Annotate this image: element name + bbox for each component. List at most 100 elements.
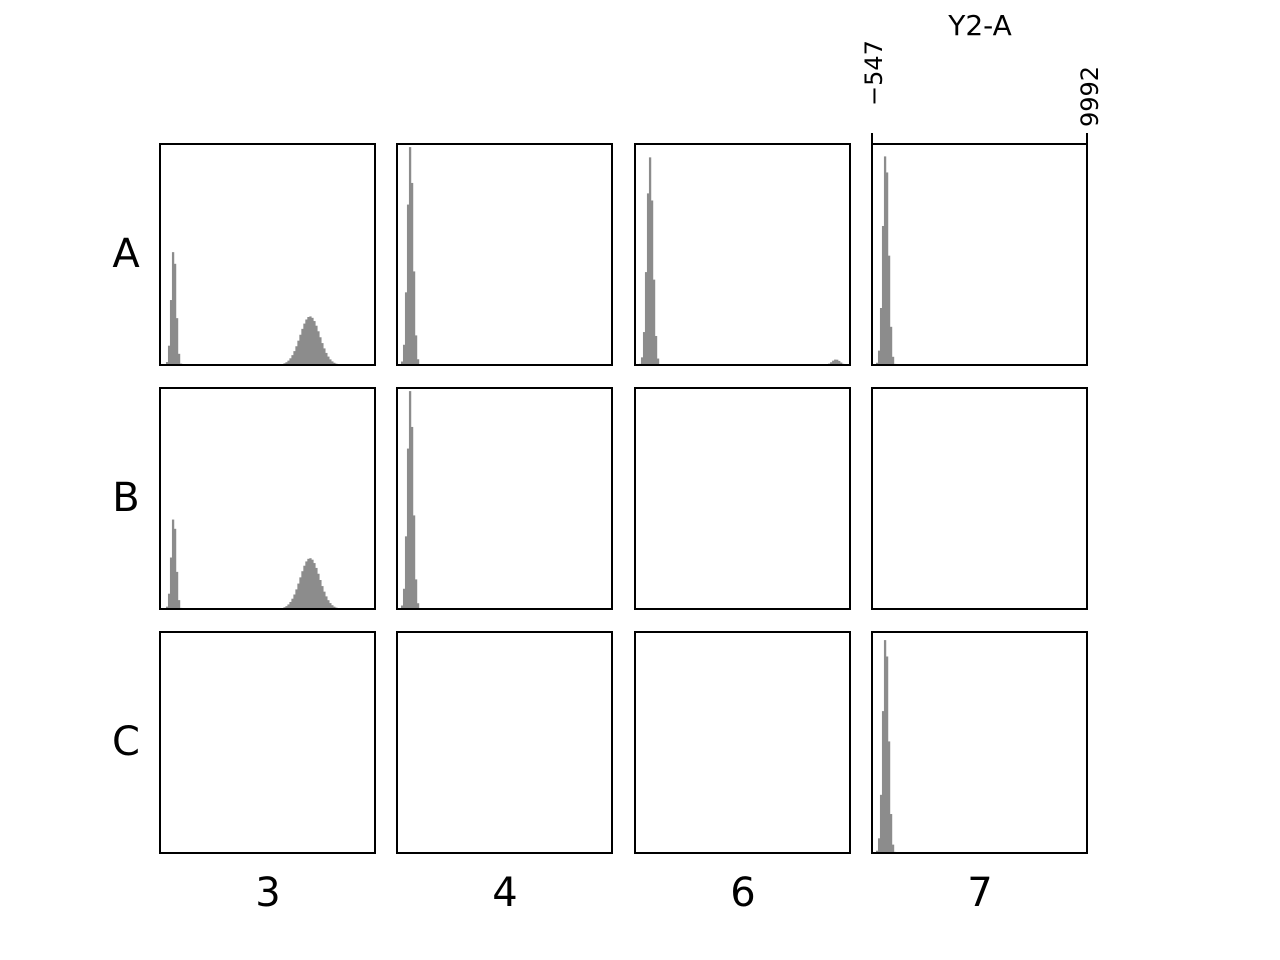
histogram-bar xyxy=(406,448,410,609)
histogram-bar xyxy=(323,591,326,609)
histogram-bar xyxy=(883,640,887,853)
labels-layer: Y2-A −547 9992 A B C 3 4 6 7 xyxy=(112,9,1104,916)
histogram-bar xyxy=(414,335,418,365)
histogram-bar xyxy=(400,605,404,609)
histogram-bar xyxy=(416,603,420,609)
histogram-bar xyxy=(295,346,298,365)
histogram-bar xyxy=(891,844,895,853)
histogram-bar xyxy=(287,360,290,365)
histogram-bar xyxy=(877,350,881,365)
histogram-bar xyxy=(299,577,302,609)
histogram-bar xyxy=(313,321,316,365)
histogram-bar xyxy=(402,588,406,609)
histogram-bar xyxy=(642,332,646,365)
histogram-bar xyxy=(173,263,177,365)
panel-b-6 xyxy=(634,387,851,610)
histogram-bar xyxy=(333,362,336,365)
panel-frame xyxy=(871,631,1088,854)
histogram-bar xyxy=(885,172,889,365)
histogram-bar xyxy=(319,337,322,365)
histogram-bar xyxy=(885,656,889,853)
histogram-bar xyxy=(321,586,324,609)
histogram-bar xyxy=(889,814,893,853)
panel-frame xyxy=(871,387,1088,610)
histogram-bar xyxy=(652,279,656,365)
histogram-bar xyxy=(167,593,171,609)
x-range-min-label: −547 xyxy=(860,40,888,106)
histogram-bar xyxy=(305,561,308,609)
histogram-bar xyxy=(408,147,412,365)
histogram-bar xyxy=(177,353,181,365)
histogram-bar xyxy=(408,391,412,609)
row-label-b: B xyxy=(112,475,139,521)
histogram-bar xyxy=(400,361,404,365)
histogram-bar xyxy=(287,604,290,609)
panel-frame xyxy=(634,387,851,610)
x-range-max-label: 9992 xyxy=(1076,66,1104,127)
panel-c-6 xyxy=(634,631,851,854)
histogram-bar xyxy=(412,515,416,609)
histogram-bar xyxy=(175,318,179,365)
histogram-bar xyxy=(301,328,304,365)
histogram-bar xyxy=(325,596,328,609)
histogram-bar xyxy=(331,361,334,365)
histogram-bar xyxy=(165,362,169,365)
panels-layer xyxy=(159,143,1088,854)
histogram-bar xyxy=(293,351,296,365)
histogram-bar xyxy=(301,571,304,609)
histogram-bar xyxy=(285,362,288,365)
histogram-bar xyxy=(416,359,420,365)
row-label-c: C xyxy=(112,719,140,765)
histogram-bar xyxy=(333,606,336,609)
panel-a-3 xyxy=(159,143,376,366)
panel-frame xyxy=(159,631,376,854)
histogram-bar xyxy=(317,573,320,609)
panel-frame xyxy=(871,143,1088,366)
histogram-bar xyxy=(881,711,885,853)
histogram-bar xyxy=(832,360,835,365)
histogram-bar xyxy=(836,359,839,365)
histogram-bar xyxy=(167,345,171,365)
panel-frame xyxy=(396,143,613,366)
histogram-bar xyxy=(640,357,644,365)
histogram-bar xyxy=(307,317,310,365)
column-label-4: 4 xyxy=(492,870,517,916)
histogram-bar xyxy=(830,362,833,365)
histogram-bar xyxy=(307,558,310,609)
histogram-bar xyxy=(329,603,332,609)
histogram-bar xyxy=(402,344,406,365)
panel-c-7 xyxy=(871,631,1088,854)
x-range-ticks xyxy=(871,133,1088,144)
panel-a-6 xyxy=(634,143,851,366)
histogram-bar xyxy=(165,606,169,609)
histogram-bar xyxy=(889,326,893,365)
histogram-bar xyxy=(311,317,314,365)
panel-a-4 xyxy=(396,143,613,366)
histogram-bar xyxy=(171,519,175,609)
histogram-bar xyxy=(305,319,308,365)
histogram-bar xyxy=(173,528,177,609)
histogram-bar xyxy=(169,557,173,609)
panel-frame xyxy=(159,143,376,366)
histogram-bar xyxy=(309,316,312,365)
histogram-bar xyxy=(325,352,328,365)
histogram-bar xyxy=(877,838,881,853)
histogram-bar xyxy=(327,356,330,365)
histogram-bar xyxy=(331,605,334,609)
axis-title: Y2-A xyxy=(947,9,1012,42)
histogram-bar xyxy=(891,356,895,365)
panel-frame xyxy=(396,387,613,610)
histogram-bar xyxy=(879,308,883,365)
column-label-3: 3 xyxy=(255,870,280,916)
histogram-bar xyxy=(840,362,843,365)
histogram-bar xyxy=(285,606,288,609)
histogram-bar xyxy=(412,271,416,365)
histogram-bar xyxy=(410,426,414,609)
histogram-bar xyxy=(879,794,883,853)
histogram-bar xyxy=(171,252,175,365)
column-label-6: 6 xyxy=(730,870,755,916)
panel-c-3 xyxy=(159,631,376,854)
histogram-bar xyxy=(177,600,181,609)
histogram-bar xyxy=(327,600,330,609)
